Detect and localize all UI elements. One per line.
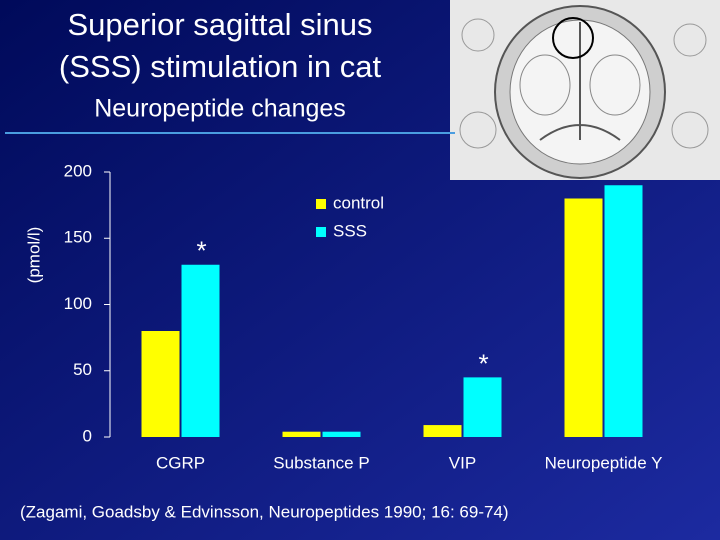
y-axis-label: (pmol/l) — [24, 227, 43, 284]
annotation: * — [196, 236, 206, 266]
legend-label: SSS — [333, 221, 367, 240]
y-tick-label: 200 — [64, 161, 92, 180]
x-tick-label: Substance P — [273, 453, 369, 472]
title-line: Superior sagittal sinus — [68, 7, 373, 42]
legend-label: control — [333, 193, 384, 212]
bar — [423, 425, 462, 437]
y-tick-label: 150 — [64, 228, 92, 247]
y-tick-label: 100 — [64, 294, 92, 313]
y-tick-label: 50 — [73, 360, 92, 379]
anatomy-image — [450, 0, 720, 180]
title-line: (SSS) stimulation in cat — [59, 49, 382, 84]
bar — [564, 198, 603, 437]
subtitle: Neuropeptide changes — [94, 95, 346, 123]
source: (Zagami, Goadsby & Edvinsson, Neuropepti… — [20, 502, 509, 521]
bar — [463, 377, 502, 437]
bar — [604, 185, 643, 437]
bar — [322, 431, 361, 437]
annotation: * — [478, 348, 488, 378]
x-tick-label: VIP — [449, 453, 476, 472]
bar — [282, 431, 321, 437]
bar — [181, 264, 220, 437]
y-tick-label: 0 — [83, 426, 92, 445]
legend-swatch — [316, 227, 326, 237]
bar — [141, 331, 180, 437]
x-tick-label: Neuropeptide Y — [545, 453, 663, 472]
x-tick-label: CGRP — [156, 453, 205, 472]
legend-swatch — [316, 199, 326, 209]
